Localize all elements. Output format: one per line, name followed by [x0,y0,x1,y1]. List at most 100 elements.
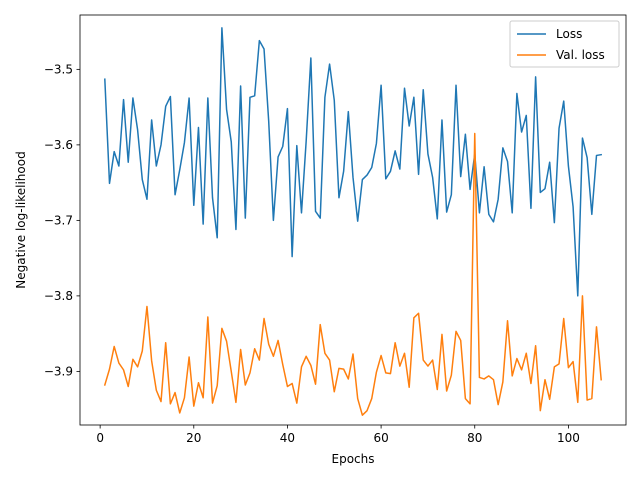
data-point [132,97,134,99]
data-point [118,165,120,167]
data-point [141,179,143,181]
data-point [497,198,499,200]
data-point [287,108,289,110]
data-point [493,379,495,381]
data-point [502,147,504,149]
data-point [221,328,223,330]
data-point [141,350,143,352]
data-point [427,153,429,155]
series-1 [103,132,602,416]
data-point [591,214,593,216]
data-point [104,78,106,80]
data-point [441,119,443,121]
data-point [305,355,307,357]
data-point [432,359,434,361]
data-point [277,156,279,158]
y-tick-label: −3.6 [44,138,73,152]
data-point [427,365,429,367]
data-point [483,166,485,168]
data-point [394,150,396,152]
data-point [376,371,378,373]
data-point [530,383,532,385]
data-point [366,174,368,176]
data-point [198,127,200,129]
data-point [146,198,148,200]
data-point [240,349,242,351]
data-point [146,306,148,308]
data-point [572,361,574,363]
data-point [436,389,438,391]
data-point [156,389,158,391]
data-point [179,412,181,414]
data-point [343,368,345,370]
data-point [338,197,340,199]
data-point [273,355,275,357]
data-point [549,161,551,163]
data-point [343,171,345,173]
data-point [404,87,406,89]
data-point [563,100,565,102]
data-point [521,369,523,371]
data-point [160,144,162,146]
data-point [399,168,401,170]
data-point [357,398,359,400]
data-point [127,386,129,388]
data-point [366,410,368,412]
data-point [362,414,364,416]
data-point [165,342,167,344]
data-point [455,331,457,333]
data-point [497,404,499,406]
data-point [123,99,125,101]
data-point [446,211,448,213]
data-point [240,85,242,87]
data-point [301,366,303,368]
data-point [235,229,237,231]
data-point [488,214,490,216]
data-point [193,405,195,407]
data-point [207,97,209,99]
data-point [226,340,228,342]
y-axis-label: Negative log-likelihood [14,151,28,288]
data-point [254,95,256,97]
y-tick-label: −3.7 [44,213,73,227]
data-point [319,324,321,326]
data-point [202,223,204,225]
data-point [296,402,298,404]
data-point [568,367,570,369]
data-point [156,165,158,167]
data-point [455,84,457,86]
data-point [104,384,106,386]
data-point [568,165,570,167]
data-point [254,348,256,350]
data-point [516,93,518,95]
data-point [137,129,139,131]
data-point [174,392,176,394]
data-point [198,382,200,384]
data-point [348,111,350,113]
data-point [184,142,186,144]
data-point [216,237,218,239]
data-point [385,372,387,374]
data-point [329,63,331,65]
data-point [357,220,359,222]
data-point [413,97,415,99]
data-point [324,352,326,354]
data-point [348,378,350,380]
data-point [385,178,387,180]
data-point [582,295,584,297]
data-point [376,143,378,145]
data-point [479,212,481,214]
data-point [525,115,527,117]
data-point [390,171,392,173]
data-point [507,161,509,163]
data-point [404,352,406,354]
data-point [245,217,247,219]
data-point [380,355,382,357]
data-point [291,256,293,258]
data-point [511,375,513,377]
data-point [263,48,265,50]
data-point [540,192,542,194]
y-tick-label: −3.9 [44,364,73,378]
data-point [521,131,523,133]
data-point [109,183,111,185]
